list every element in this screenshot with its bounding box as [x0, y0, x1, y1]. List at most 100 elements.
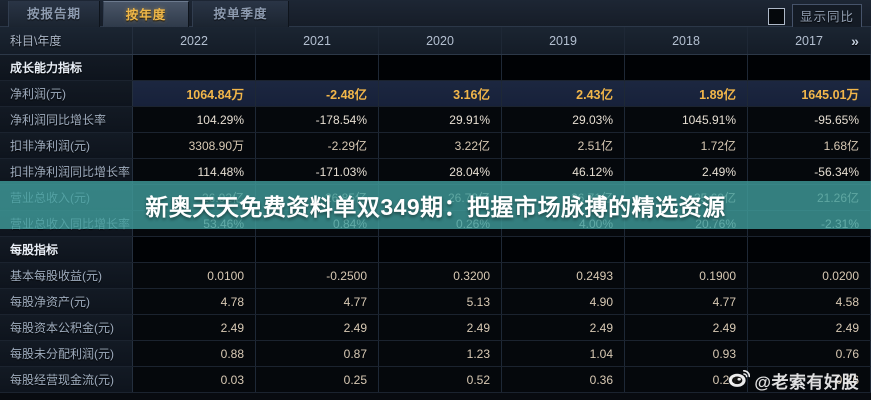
table-row[interactable]: 每股净资产(元) 4.78 4.77 5.13 4.90 4.77 4.58: [0, 289, 871, 315]
column-header-year[interactable]: 2022: [133, 27, 256, 54]
tab-by-year[interactable]: 按年度: [103, 1, 189, 27]
row-value: -2.48亿: [256, 81, 379, 106]
row-value: 46.12%: [502, 159, 625, 184]
section-filler: [502, 55, 625, 80]
row-value: 1.89亿: [625, 81, 748, 106]
row-value: 1.72亿: [625, 133, 748, 158]
row-value: 1.68亿: [748, 133, 871, 158]
row-value: 26.78亿: [379, 185, 502, 210]
row-value: 29.91%: [379, 107, 502, 132]
row-label: 营业总收入(元): [0, 185, 133, 210]
indicators-table: 科目\年度 2022 2021 2020 2019 2018 2017 » 成长…: [0, 27, 871, 393]
row-value: 2.49: [133, 315, 256, 340]
next-page-chevron-icon[interactable]: »: [851, 33, 859, 49]
row-value: 2.49: [625, 315, 748, 340]
row-value: 2.49: [379, 315, 502, 340]
row-value: -56.34%: [748, 159, 871, 184]
tab-by-quarter[interactable]: 按单季度: [192, 1, 289, 27]
row-value: 1645.01万: [748, 81, 871, 106]
row-label: 每股经营现金流(元): [0, 367, 133, 392]
tab-by-report-period[interactable]: 按报告期: [8, 1, 100, 27]
row-value: 0.87: [256, 341, 379, 366]
row-value: 3.22亿: [379, 133, 502, 158]
row-value: 0.84%: [256, 211, 379, 236]
table-row[interactable]: 净利润(元) 1064.84万 -2.48亿 3.16亿 2.43亿 1.89亿…: [0, 81, 871, 107]
table-row[interactable]: 营业总收入(元) 26.92亿 26.85亿 26.78亿 26.71亿 25.…: [0, 185, 871, 211]
row-value: 2.49: [748, 315, 871, 340]
show-yoy-label[interactable]: 显示同比: [791, 4, 862, 28]
section-filler: [256, 237, 379, 262]
row-value: 0.36: [502, 367, 625, 392]
column-header-year[interactable]: 2020: [379, 27, 502, 54]
table-header-row: 科目\年度 2022 2021 2020 2019 2018 2017 »: [0, 27, 871, 55]
table-row[interactable]: 扣非净利润同比增长率 114.48% -171.03% 28.04% 46.12…: [0, 159, 871, 185]
row-label: 每股净资产(元): [0, 289, 133, 314]
row-value: 0.0100: [133, 263, 256, 288]
section-filler: [256, 55, 379, 80]
row-value: 4.58: [748, 289, 871, 314]
row-label: 净利润(元): [0, 81, 133, 106]
row-value: 114.48%: [133, 159, 256, 184]
row-value: 0.3200: [379, 263, 502, 288]
table-row[interactable]: 营业总收入同比增长率 53.46% 0.84% 0.26% 4.00% 20.7…: [0, 211, 871, 237]
row-value: 3.16亿: [379, 81, 502, 106]
table-row[interactable]: 每股资本公积金(元) 2.49 2.49 2.49 2.49 2.49 2.49: [0, 315, 871, 341]
row-value: 4.90: [502, 289, 625, 314]
row-value: 2.43亿: [502, 81, 625, 106]
column-header-year[interactable]: 2021: [256, 27, 379, 54]
show-yoy-checkbox[interactable]: [767, 7, 785, 25]
section-title: 每股指标: [0, 237, 133, 262]
table-row[interactable]: 每股未分配利润(元) 0.88 0.87 1.23 1.04 0.93 0.76: [0, 341, 871, 367]
row-value: 25.69亿: [625, 185, 748, 210]
section-filler: [133, 55, 256, 80]
row-value: 1045.91%: [625, 107, 748, 132]
row-value: 26.71亿: [502, 185, 625, 210]
table-row[interactable]: 基本每股收益(元) 0.0100 -0.2500 0.3200 0.2493 0…: [0, 263, 871, 289]
section-filler: [748, 237, 871, 262]
row-value: 0.20: [625, 367, 748, 392]
row-label: 扣非净利润(元): [0, 133, 133, 158]
section-filler: [502, 237, 625, 262]
row-value: 20.76%: [625, 211, 748, 236]
row-value: 0.26%: [379, 211, 502, 236]
row-value: 1.23: [379, 341, 502, 366]
row-value: 1.04: [502, 341, 625, 366]
section-filler: [379, 55, 502, 80]
row-value: 4.00%: [502, 211, 625, 236]
row-value: -178.54%: [256, 107, 379, 132]
row-value: 104.29%: [133, 107, 256, 132]
table-row[interactable]: 每股经营现金流(元) 0.03 0.25 0.52 0.36 0.20 0.26: [0, 367, 871, 393]
row-value: -2.29亿: [256, 133, 379, 158]
row-value: -95.65%: [748, 107, 871, 132]
row-value: 4.77: [256, 289, 379, 314]
row-value: 2.49%: [625, 159, 748, 184]
row-value: 53.46%: [133, 211, 256, 236]
row-label: 每股未分配利润(元): [0, 341, 133, 366]
section-filler: [625, 237, 748, 262]
table-row[interactable]: 扣非净利润(元) 3308.90万 -2.29亿 3.22亿 2.51亿 1.7…: [0, 133, 871, 159]
row-value: 0.26: [748, 367, 871, 392]
section-title: 成长能力指标: [0, 55, 133, 80]
row-label: 每股资本公积金(元): [0, 315, 133, 340]
row-value: 0.0200: [748, 263, 871, 288]
row-label: 基本每股收益(元): [0, 263, 133, 288]
row-value: 4.77: [625, 289, 748, 314]
row-value: 1064.84万: [133, 81, 256, 106]
table-row[interactable]: 净利润同比增长率 104.29% -178.54% 29.91% 29.03% …: [0, 107, 871, 133]
section-filler: [625, 55, 748, 80]
row-label: 扣非净利润同比增长率: [0, 159, 133, 184]
row-value: 0.25: [256, 367, 379, 392]
section-header-row: 每股指标: [0, 237, 871, 263]
row-value: 5.13: [379, 289, 502, 314]
column-header-year[interactable]: 2018: [625, 27, 748, 54]
section-filler: [379, 237, 502, 262]
row-value: 2.49: [256, 315, 379, 340]
row-value: 0.1900: [625, 263, 748, 288]
row-value: 0.52: [379, 367, 502, 392]
row-value: -0.2500: [256, 263, 379, 288]
row-value: 0.03: [133, 367, 256, 392]
column-header-year[interactable]: 2019: [502, 27, 625, 54]
row-value: 0.2493: [502, 263, 625, 288]
row-value: 4.78: [133, 289, 256, 314]
section-header-row: 成长能力指标: [0, 55, 871, 81]
